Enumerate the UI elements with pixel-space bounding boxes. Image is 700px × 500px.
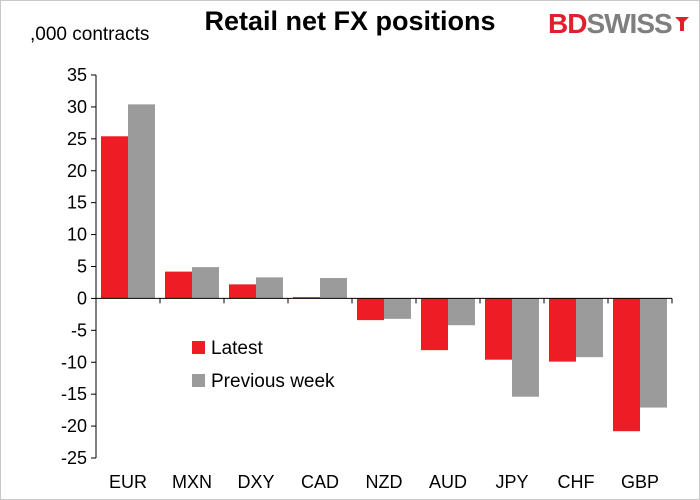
logo-text-bd: BD bbox=[548, 8, 587, 39]
x-category-label: DXY bbox=[237, 472, 274, 492]
bar-mxn-previous-week bbox=[192, 267, 219, 299]
x-category-label: CHF bbox=[558, 472, 595, 492]
y-tick-label: 30 bbox=[67, 97, 87, 117]
y-tick-label: -15 bbox=[61, 384, 87, 404]
bdswiss-logo: BD SWISS bbox=[548, 8, 690, 40]
y-tick-label: -10 bbox=[61, 352, 87, 372]
bar-mxn-latest bbox=[165, 271, 192, 299]
x-category-label: GBP bbox=[621, 472, 659, 492]
y-tick-label: 0 bbox=[77, 288, 87, 308]
y-tick-label: 25 bbox=[67, 129, 87, 149]
bar-jpy-previous-week bbox=[512, 298, 539, 397]
bar-aud-previous-week bbox=[448, 298, 475, 326]
legend-label-latest: Latest bbox=[211, 338, 263, 359]
y-tick-label: 20 bbox=[67, 161, 87, 181]
y-tick-label: 5 bbox=[77, 257, 87, 277]
bar-chf-latest bbox=[549, 298, 576, 362]
bar-cad-latest bbox=[293, 297, 320, 299]
bar-chf-previous-week bbox=[576, 298, 603, 358]
logo-arrow-icon bbox=[674, 17, 689, 31]
bar-dxy-previous-week bbox=[256, 277, 283, 299]
y-tick-label: -5 bbox=[71, 320, 87, 340]
chart-title: Retail net FX positions bbox=[204, 6, 496, 36]
bar-nzd-previous-week bbox=[384, 298, 411, 319]
bar-gbp-previous-week bbox=[640, 298, 667, 408]
bar-aud-latest bbox=[421, 298, 448, 351]
legend-swatch-previous-week bbox=[192, 374, 205, 387]
bar-eur-previous-week bbox=[128, 104, 155, 299]
y-tick-label: 35 bbox=[67, 65, 87, 85]
x-category-label: AUD bbox=[429, 472, 467, 492]
x-category-label: JPY bbox=[495, 472, 528, 492]
bar-cad-previous-week bbox=[320, 277, 347, 299]
x-category-label: EUR bbox=[109, 472, 147, 492]
x-category-label: NZD bbox=[366, 472, 403, 492]
bar-gbp-latest bbox=[613, 298, 640, 432]
x-category-label: CAD bbox=[301, 472, 339, 492]
y-tick-label: 10 bbox=[67, 225, 87, 245]
x-category-label: MXN bbox=[172, 472, 212, 492]
logo-text-swiss: SWISS bbox=[586, 8, 672, 39]
bar-nzd-latest bbox=[357, 298, 384, 321]
legend-swatch-latest bbox=[192, 341, 205, 354]
legend-label-previous-week: Previous week bbox=[211, 371, 335, 392]
y-axis-unit-label: ,000 contracts bbox=[30, 24, 150, 45]
y-tick-label: -25 bbox=[61, 448, 87, 468]
bar-jpy-latest bbox=[485, 298, 512, 360]
y-tick-label: -20 bbox=[61, 416, 87, 436]
bar-eur-latest bbox=[101, 136, 128, 299]
bar-dxy-latest bbox=[229, 284, 256, 299]
y-tick-label: 15 bbox=[67, 193, 87, 213]
